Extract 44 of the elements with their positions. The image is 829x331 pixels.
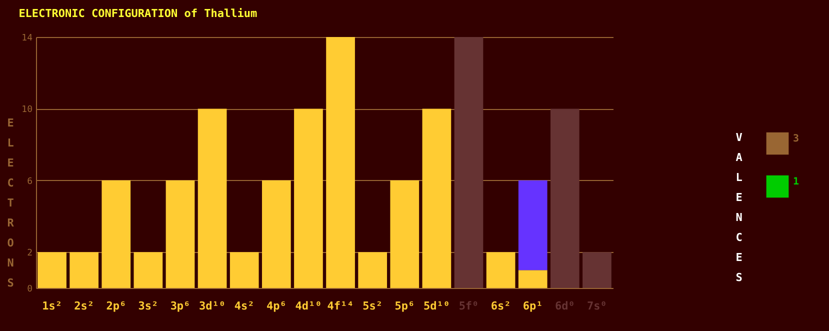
y-tick-label: 14: [22, 34, 32, 44]
x-tick-label: 4p⁶: [266, 300, 286, 312]
x-tick-label: 4d¹⁰: [295, 300, 322, 312]
bar: [326, 37, 355, 288]
x-tick-label: 5s²: [362, 300, 383, 312]
bar: [550, 108, 580, 288]
x-tick-label: 3p⁶: [170, 300, 190, 312]
legend-label: 1: [793, 176, 800, 188]
x-tick-label: 5p⁶: [394, 300, 415, 312]
legend-title: VALENCES: [736, 131, 743, 284]
bar: [134, 252, 163, 288]
y-tick-label: 6: [27, 176, 32, 187]
x-tick-label: 4f¹⁴: [327, 300, 354, 312]
bar: [358, 252, 388, 288]
bar: [38, 252, 66, 288]
y-tick-label: 10: [22, 105, 32, 116]
x-tick-label: 6p¹: [522, 300, 543, 312]
chart-title: ELECTRONIC CONFIGURATION of Thallium: [18, 7, 258, 20]
bar: [262, 180, 291, 288]
bar: [102, 180, 131, 288]
bar: [390, 180, 420, 288]
bar: [486, 252, 516, 288]
bar: [230, 252, 259, 288]
bar: [198, 108, 227, 288]
y-tick-label: 0: [27, 284, 32, 294]
bar: [518, 270, 548, 288]
bar: [294, 108, 323, 288]
x-tick-label: 1s²: [42, 300, 62, 312]
x-tick-label: 6s²: [490, 300, 511, 312]
x-tick-label: 3d¹⁰: [199, 300, 226, 312]
x-tick-label: 4s²: [234, 300, 254, 312]
x-tick-label: 2s²: [74, 300, 94, 312]
bar: [518, 180, 548, 270]
legend-label: 3: [793, 134, 800, 144]
y-tick-label: 2: [27, 248, 32, 259]
bar: [422, 108, 452, 288]
text: ELECTRONS: [7, 116, 14, 290]
bar: [70, 252, 99, 288]
x-tick-label: 2p⁶: [106, 300, 126, 312]
x-tick-label: 3s²: [138, 300, 158, 312]
bar: [582, 252, 612, 288]
bar: [166, 180, 195, 288]
bar: [454, 37, 484, 288]
x-tick-label: 5d¹⁰: [423, 300, 450, 312]
